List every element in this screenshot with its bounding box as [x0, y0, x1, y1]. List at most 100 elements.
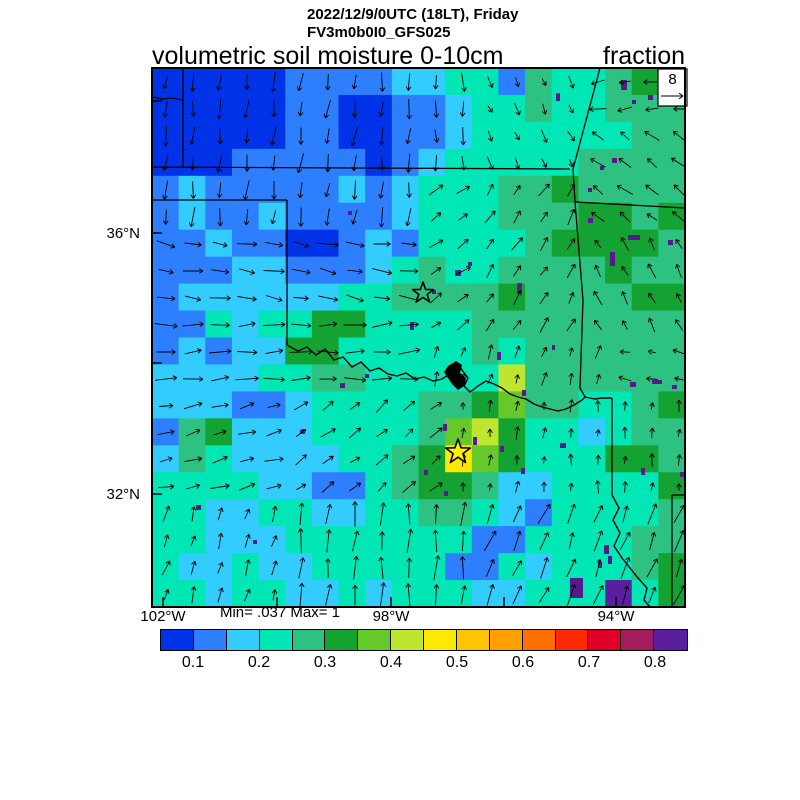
- lake-pixel: [632, 100, 636, 104]
- moisture-cell: [311, 391, 340, 419]
- moisture-cell: [605, 310, 633, 338]
- moisture-cell: [258, 337, 286, 365]
- moisture-cell: [152, 202, 180, 231]
- moisture-cell: [205, 445, 233, 473]
- moisture-cell: [471, 256, 499, 285]
- moisture-cell: [445, 337, 473, 365]
- moisture-cell: [525, 337, 553, 365]
- moisture-cell: [258, 580, 286, 607]
- moisture-cell: [285, 175, 313, 204]
- moisture-cell: [605, 445, 633, 473]
- lake-pixel: [348, 211, 352, 215]
- moisture-cell: [258, 391, 286, 419]
- colorbar-tick-label: 0.6: [511, 654, 535, 671]
- moisture-cell: [152, 94, 180, 123]
- moisture-cell: [231, 391, 260, 419]
- lake-pixel: [424, 470, 428, 475]
- lake-pixel: [521, 468, 525, 474]
- lake-pixel: [648, 95, 653, 100]
- moisture-cell: [471, 202, 499, 231]
- moisture-cell: [258, 364, 286, 392]
- lake-pixel: [621, 80, 627, 90]
- moisture-cell: [285, 68, 313, 96]
- moisture-cell: [285, 283, 313, 312]
- colorbar-tick-label: 0.7: [577, 654, 601, 671]
- moisture-cell: [498, 202, 526, 231]
- colorbar-segment: [654, 630, 687, 650]
- moisture-cell: [525, 445, 553, 473]
- moisture-cell: [551, 310, 579, 338]
- moisture-cell: [498, 418, 526, 446]
- units-label: fraction: [603, 42, 685, 70]
- lake-pixel: [455, 270, 461, 276]
- moisture-cell: [525, 580, 553, 607]
- moisture-cell: [311, 175, 340, 204]
- lake-pixel: [630, 382, 636, 387]
- colorbar-segment: [193, 630, 227, 650]
- lake-pixel: [672, 385, 677, 389]
- moisture-cell: [498, 94, 526, 123]
- moisture-cell: [578, 202, 606, 231]
- moisture-cell: [525, 68, 553, 96]
- colorbar-tick-label: 0.8: [643, 654, 667, 671]
- lake-pixel: [560, 443, 566, 448]
- moisture-cell: [391, 148, 419, 177]
- moisture-cell: [205, 283, 233, 312]
- moisture-cell: [365, 94, 393, 123]
- colorbar-segment: [555, 630, 589, 650]
- lon-label-102W: 102°W: [140, 608, 186, 625]
- colorbar-tick-label: 0.3: [313, 654, 337, 671]
- moisture-cell: [285, 310, 313, 338]
- moisture-cell: [205, 499, 233, 527]
- moisture-cell: [365, 229, 393, 258]
- moisture-cell: [471, 499, 499, 527]
- moisture-cell: [231, 553, 260, 581]
- moisture-cell: [178, 472, 206, 500]
- moisture-cell: [445, 121, 473, 150]
- map-frame: [151, 67, 686, 608]
- lake-pixel: [608, 556, 612, 564]
- moisture-cell: [311, 445, 340, 473]
- moisture-cell: [365, 68, 393, 96]
- moisture-cell: [471, 553, 499, 581]
- colorbar-segment: [621, 630, 655, 650]
- moisture-cell: [365, 418, 393, 446]
- moisture-cell: [631, 175, 659, 204]
- moisture-cell: [578, 499, 606, 527]
- moisture-cell: [605, 256, 633, 285]
- colorbar-tick-label: 0.4: [379, 654, 403, 671]
- moisture-cell: [445, 283, 473, 312]
- moisture-cell: [285, 580, 313, 607]
- moisture-cell: [551, 94, 579, 123]
- moisture-cell: [658, 391, 685, 419]
- moisture-cell: [311, 526, 340, 554]
- colorbar-segment: [424, 630, 457, 650]
- moisture-cell: [178, 175, 206, 204]
- moisture-cell: [311, 472, 340, 500]
- moisture-cell: [658, 364, 685, 392]
- moisture-cell: [285, 553, 313, 581]
- moisture-cell: [525, 310, 553, 338]
- moisture-cell: [525, 364, 553, 392]
- moisture-cell: [631, 121, 659, 150]
- moisture-cell: [551, 553, 579, 581]
- colorbar-tick-label: 0.1: [181, 654, 205, 671]
- moisture-cell: [391, 94, 419, 123]
- lake-pixel: [610, 252, 615, 266]
- lake-pixel: [444, 491, 448, 496]
- moisture-cell: [445, 94, 473, 123]
- moisture-cell: [338, 472, 366, 500]
- moisture-cell: [471, 472, 499, 500]
- moisture-cell: [605, 148, 633, 177]
- moisture-cell: [498, 553, 526, 581]
- moisture-cell: [231, 229, 260, 258]
- moisture-cell: [391, 553, 419, 581]
- moisture-cell: [498, 148, 526, 177]
- moisture-cell: [471, 229, 499, 258]
- moisture-cell: [551, 121, 579, 150]
- lake-pixel: [556, 93, 560, 101]
- moisture-cell: [471, 283, 499, 312]
- moisture-cell: [311, 94, 340, 123]
- moisture-cell: [365, 472, 393, 500]
